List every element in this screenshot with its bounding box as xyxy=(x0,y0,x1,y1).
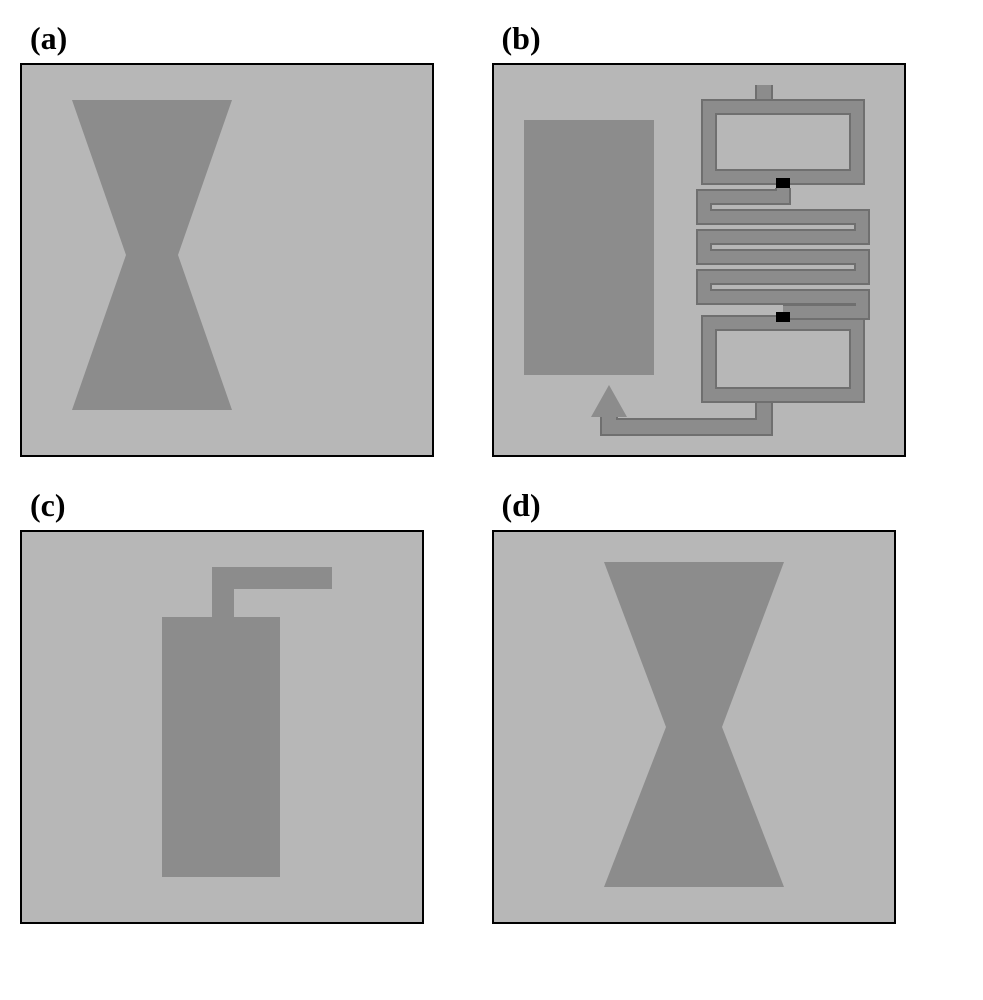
label-a: (a) xyxy=(20,20,67,63)
panel-a xyxy=(20,63,434,457)
panel-c-svg xyxy=(22,532,422,922)
panel-c xyxy=(20,530,424,924)
panel-d-svg xyxy=(494,532,894,922)
panel-a-wrap: (a) xyxy=(20,20,492,457)
panel-c-wrap: (c) xyxy=(20,487,492,924)
label-c: (c) xyxy=(20,487,66,530)
panel-b xyxy=(492,63,906,457)
figure-grid: (a) (b) (c) (d) xyxy=(20,20,963,924)
label-b: (b) xyxy=(492,20,541,63)
panel-b-wrap: (b) xyxy=(492,20,964,457)
panel-b-svg xyxy=(494,65,904,455)
panel-d xyxy=(492,530,896,924)
panel-d-wrap: (d) xyxy=(492,487,964,924)
panel-a-svg xyxy=(22,65,432,455)
label-d: (d) xyxy=(492,487,541,530)
